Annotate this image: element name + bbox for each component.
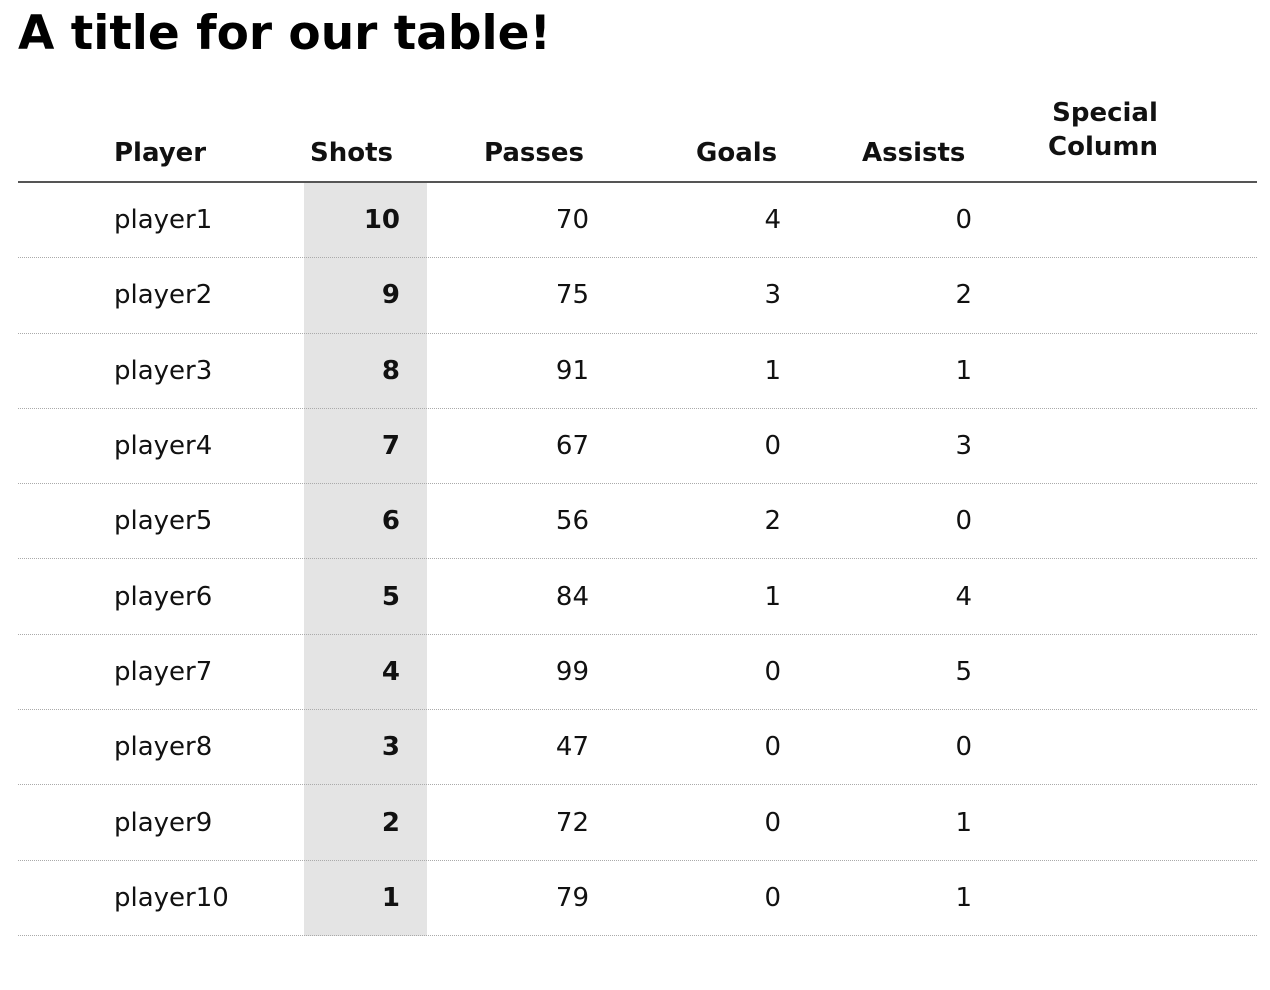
table-row: player10 1 79 0 1 bbox=[18, 861, 1257, 936]
cell-passes: 75 bbox=[555, 280, 589, 311]
cell-passes: 79 bbox=[555, 882, 589, 913]
cell-assists: 3 bbox=[955, 431, 972, 462]
cell-passes: 99 bbox=[555, 656, 589, 687]
cell-shots: 8 bbox=[381, 355, 400, 386]
cell-goals: 1 bbox=[764, 581, 781, 612]
cell-goals: 1 bbox=[764, 355, 781, 386]
header-player: Player bbox=[114, 138, 207, 168]
cell-passes: 56 bbox=[555, 506, 589, 537]
header-divider bbox=[18, 181, 1257, 183]
shots-column-highlight bbox=[304, 183, 427, 936]
cell-shots: 4 bbox=[381, 656, 400, 687]
cell-passes: 91 bbox=[555, 355, 589, 386]
cell-player: player2 bbox=[114, 280, 213, 311]
cell-assists: 0 bbox=[955, 506, 972, 537]
table-row: player6 5 84 1 4 bbox=[18, 559, 1257, 635]
cell-assists: 0 bbox=[955, 732, 972, 763]
cell-shots: 10 bbox=[363, 205, 400, 236]
cell-shots: 1 bbox=[381, 882, 400, 913]
cell-passes: 47 bbox=[555, 732, 589, 763]
cell-goals: 0 bbox=[764, 882, 781, 913]
cell-shots: 9 bbox=[381, 280, 400, 311]
cell-assists: 4 bbox=[955, 581, 972, 612]
cell-player: player10 bbox=[114, 882, 229, 913]
cell-assists: 5 bbox=[955, 656, 972, 687]
header-goals: Goals bbox=[696, 138, 778, 168]
cell-goals: 4 bbox=[764, 205, 781, 236]
cell-player: player5 bbox=[114, 506, 213, 537]
cell-goals: 0 bbox=[764, 807, 781, 838]
cell-assists: 2 bbox=[955, 280, 972, 311]
cell-passes: 70 bbox=[555, 205, 589, 236]
header-shots: Shots bbox=[310, 138, 394, 168]
cell-goals: 2 bbox=[764, 506, 781, 537]
table-title: A title for our table! bbox=[18, 6, 551, 61]
header-special-line2: Column bbox=[1048, 132, 1158, 162]
cell-player: player6 bbox=[114, 581, 213, 612]
cell-passes: 84 bbox=[555, 581, 589, 612]
cell-shots: 3 bbox=[381, 732, 400, 763]
table-row: player8 3 47 0 0 bbox=[18, 710, 1257, 786]
cell-goals: 0 bbox=[764, 732, 781, 763]
cell-goals: 0 bbox=[764, 431, 781, 462]
header-passes: Passes bbox=[484, 138, 584, 168]
cell-passes: 72 bbox=[555, 807, 589, 838]
cell-player: player9 bbox=[114, 807, 213, 838]
cell-shots: 5 bbox=[381, 581, 400, 612]
table-body: player1 10 70 4 0 player2 9 75 3 2 player3 8 91 1 1 pla… bbox=[18, 183, 1257, 936]
table-row: player3 8 91 1 1 bbox=[18, 334, 1257, 409]
cell-goals: 3 bbox=[764, 280, 781, 311]
cell-player: player4 bbox=[114, 431, 213, 462]
table-row: player9 2 72 0 1 bbox=[18, 785, 1257, 861]
cell-player: player1 bbox=[114, 205, 213, 236]
cell-player: player7 bbox=[114, 656, 213, 687]
cell-shots: 6 bbox=[381, 506, 400, 537]
table-row: player7 4 99 0 5 bbox=[18, 635, 1257, 711]
cell-player: player8 bbox=[114, 732, 213, 763]
cell-assists: 0 bbox=[955, 205, 972, 236]
table-row: player5 6 56 2 0 bbox=[18, 484, 1257, 560]
cell-assists: 1 bbox=[955, 882, 972, 913]
header-assists: Assists bbox=[862, 138, 966, 168]
cell-player: player3 bbox=[114, 355, 213, 386]
table-row: player2 9 75 3 2 bbox=[18, 258, 1257, 334]
header-special-line1: Special bbox=[1052, 98, 1158, 128]
cell-assists: 1 bbox=[955, 807, 972, 838]
cell-assists: 1 bbox=[955, 355, 972, 386]
table-row: player4 7 67 0 3 bbox=[18, 409, 1257, 485]
cell-passes: 67 bbox=[555, 431, 589, 462]
table-row: player1 10 70 4 0 bbox=[18, 183, 1257, 259]
cell-shots: 7 bbox=[381, 431, 400, 462]
cell-goals: 0 bbox=[764, 656, 781, 687]
cell-shots: 2 bbox=[381, 807, 400, 838]
